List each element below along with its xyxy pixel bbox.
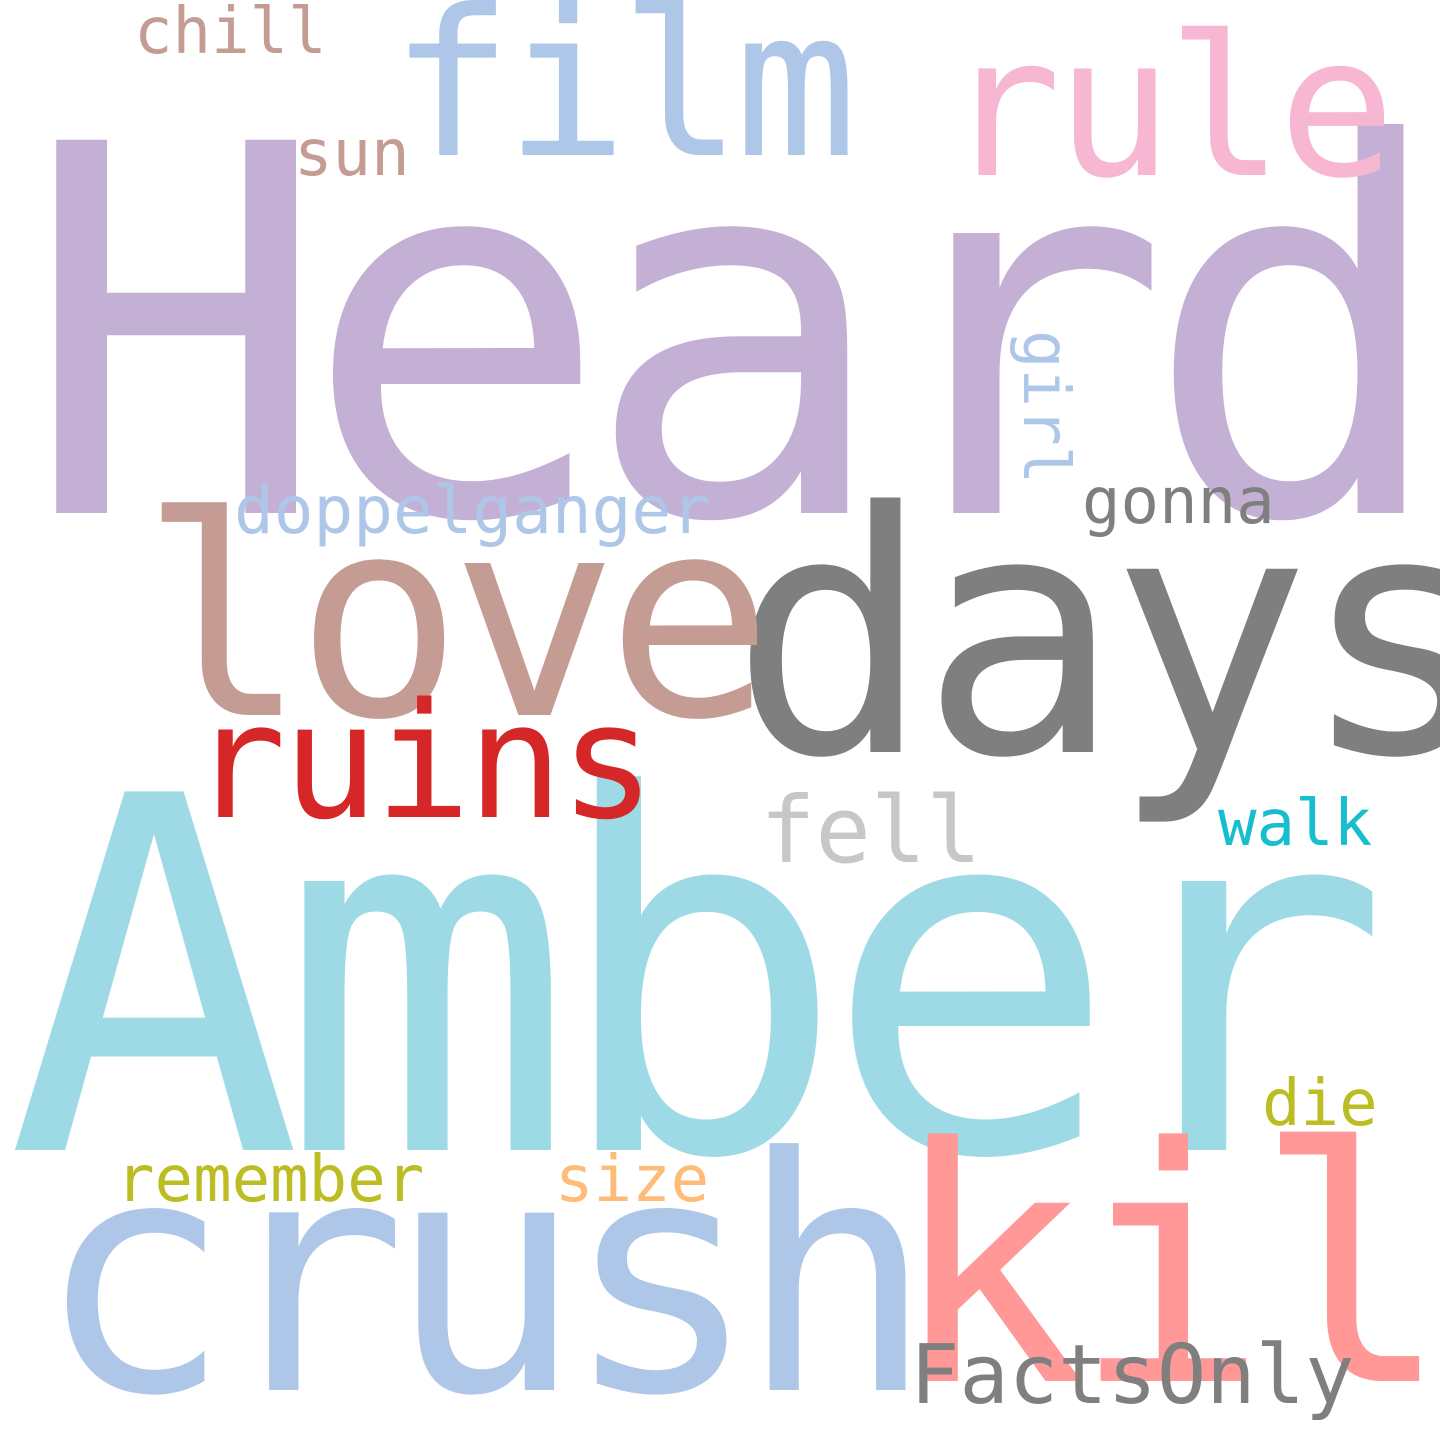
word-walk: walk	[1218, 787, 1373, 861]
word-die: die	[1262, 1067, 1378, 1141]
word-love: love	[140, 457, 773, 781]
word-chill: chill	[134, 0, 327, 69]
word-film: film	[390, 0, 857, 204]
word-remember: remember	[116, 1143, 425, 1217]
word-factsonly: FactsOnly	[910, 1328, 1355, 1423]
word-rule: rule	[944, 0, 1396, 221]
word-ruins: ruins	[190, 668, 656, 855]
word-days: days	[730, 442, 1440, 832]
word-size: size	[555, 1143, 710, 1217]
word-kill: kill	[890, 1078, 1440, 1440]
word-amber: Amber	[6, 694, 1391, 1267]
word-heard: Heard	[22, 38, 1440, 634]
word-sun: sun	[294, 117, 410, 191]
word-girl: girl	[1008, 330, 1082, 485]
word-gonna: gonna	[1082, 465, 1275, 539]
word-doppelganger: doppelganger	[234, 472, 711, 549]
word-fell: fell	[760, 777, 982, 884]
word-crush: crush	[36, 1088, 934, 1440]
